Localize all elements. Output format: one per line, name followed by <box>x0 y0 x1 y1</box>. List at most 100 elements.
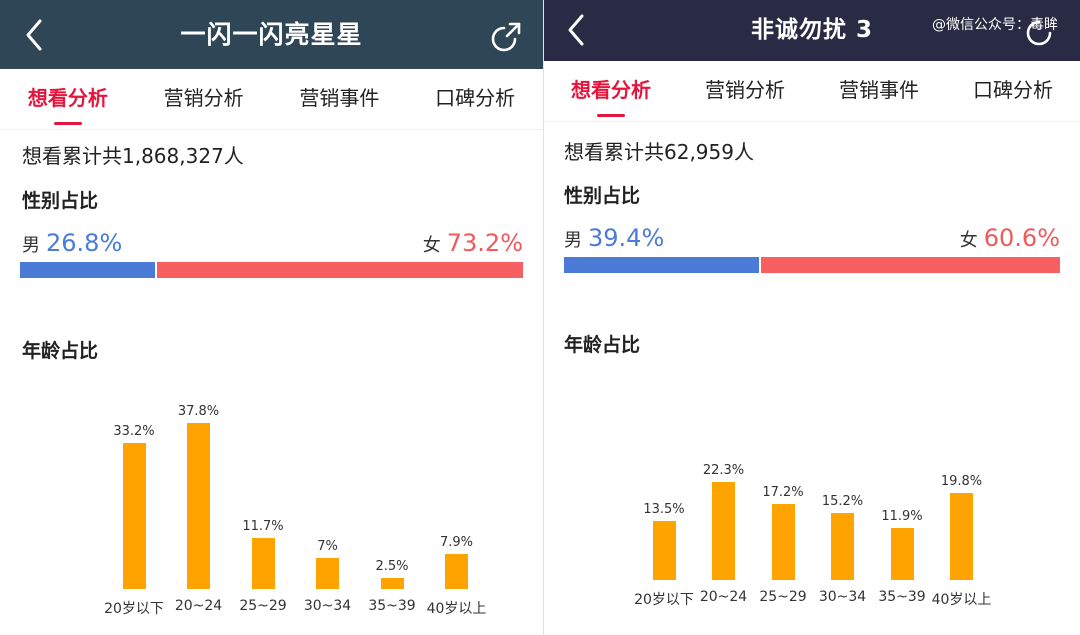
tab-label: 想看分析 <box>571 78 651 102</box>
age-category-label: 35~39 <box>368 598 416 614</box>
age-category-label: 40岁以上 <box>931 592 992 608</box>
age-category-label: 20岁以下 <box>104 601 164 617</box>
tab-bar: 想看分析 营销分析 营销事件 口碑分析 <box>0 69 543 130</box>
age-bar <box>316 558 339 589</box>
tab-marketing-events[interactable]: 营销事件 <box>272 69 408 127</box>
header: 一闪一闪亮星星 <box>0 0 543 69</box>
header: 非诚勿扰 3 @微信公众号：毒眸 <box>544 0 1080 61</box>
tab-indicator <box>597 114 625 117</box>
female-bar-segment <box>157 262 523 278</box>
total-suffix: 人 <box>733 140 754 164</box>
age-category-label: 20~24 <box>174 598 223 614</box>
tab-label: 口碑分析 <box>435 86 516 110</box>
right-panel: 非诚勿扰 3 @微信公众号：毒眸 想看分析 营销分析 营销事件 口碑分析 想看累… <box>544 0 1080 635</box>
tab-bar: 想看分析 营销分析 营销事件 口碑分析 <box>544 61 1080 122</box>
age-bar-value: 33.2% <box>113 423 155 439</box>
tab-want-analysis[interactable]: 想看分析 <box>0 69 136 127</box>
female-percent: 60.6% <box>983 224 1060 252</box>
female-stat: 女 60.6% <box>960 224 1060 252</box>
age-bar <box>251 537 275 589</box>
total-want-count: 想看累计共1,868,327人 <box>22 140 244 169</box>
share-icon[interactable] <box>1026 14 1058 46</box>
age-bar-value: 13.5% <box>643 501 685 517</box>
age-section-title: 年龄占比 <box>564 334 641 356</box>
total-suffix: 人 <box>223 144 244 168</box>
age-bar <box>122 442 146 589</box>
female-bar-segment <box>761 257 1060 273</box>
age-bar-value: 7.9% <box>439 535 474 551</box>
gender-ratio-bar <box>20 262 523 278</box>
age-category-label: 25~29 <box>239 598 287 614</box>
male-stat: 男 26.8% <box>22 229 122 257</box>
tab-marketing-analysis[interactable]: 营销分析 <box>678 61 812 119</box>
chevron-left-icon[interactable] <box>562 12 592 48</box>
male-label: 男 <box>22 235 40 256</box>
age-bar-value: 11.9% <box>881 508 923 524</box>
male-stat: 男 39.4% <box>564 224 664 252</box>
gender-ratio-bar <box>564 257 1060 273</box>
female-label: 女 <box>422 235 441 256</box>
total-want-count: 想看累计共62,959人 <box>564 136 754 165</box>
female-label: 女 <box>959 230 978 251</box>
male-percent: 39.4% <box>588 224 665 252</box>
tab-label: 营销分析 <box>163 86 244 110</box>
bar-gap <box>759 257 761 273</box>
total-prefix: 想看累计共 <box>22 144 122 168</box>
total-number: 62,959 <box>664 140 734 164</box>
male-bar-segment <box>564 257 759 273</box>
age-section-title: 年龄占比 <box>22 340 99 362</box>
share-icon[interactable] <box>491 20 523 52</box>
age-bar <box>712 481 735 580</box>
age-bar-value: 17.2% <box>762 485 804 501</box>
age-bar <box>831 513 854 580</box>
total-number: 1,868,327 <box>122 144 224 168</box>
page-title: 非诚勿扰 3 <box>750 17 873 43</box>
gender-section-title: 性别占比 <box>564 185 641 207</box>
bar-gap <box>155 262 157 278</box>
total-prefix: 想看累计共 <box>564 140 664 164</box>
male-label: 男 <box>564 230 582 251</box>
age-bar <box>445 554 468 589</box>
age-category-label: 30~34 <box>303 598 352 614</box>
age-bar-value: 22.3% <box>702 462 745 478</box>
age-bar <box>771 504 795 580</box>
age-bar-value: 7% <box>317 539 338 555</box>
tab-want-analysis[interactable]: 想看分析 <box>544 61 678 119</box>
age-bar <box>187 422 210 589</box>
age-bar-value: 37.8% <box>177 403 220 419</box>
age-bar <box>652 520 676 580</box>
male-percent: 26.8% <box>46 229 123 257</box>
female-percent: 73.2% <box>446 229 523 257</box>
age-bar <box>950 492 973 580</box>
tab-label: 营销事件 <box>839 78 919 102</box>
left-panel: 一闪一闪亮星星 想看分析 营销分析 营销事件 口碑分析 想看累计共1,868,3… <box>0 0 543 617</box>
age-bar <box>380 578 404 589</box>
tab-label: 营销事件 <box>299 86 380 110</box>
tab-word-of-mouth[interactable]: 口碑分析 <box>407 69 543 127</box>
female-stat: 女 73.2% <box>423 229 523 257</box>
age-bar-value: 11.7% <box>242 518 284 534</box>
tab-marketing-events[interactable]: 营销事件 <box>812 61 946 119</box>
age-bar-value: 2.5% <box>375 559 409 574</box>
tab-word-of-mouth[interactable]: 口碑分析 <box>946 61 1080 119</box>
age-bar-value: 19.8% <box>940 473 983 489</box>
tab-label: 想看分析 <box>27 86 108 110</box>
age-category-label: 35~39 <box>878 589 926 605</box>
tab-label: 口碑分析 <box>973 78 1053 102</box>
gender-section-title: 性别占比 <box>22 190 99 212</box>
age-bar-value: 15.2% <box>821 494 864 510</box>
age-category-label: 30~34 <box>818 589 867 605</box>
male-bar-segment <box>20 262 155 278</box>
tab-label: 营销分析 <box>705 78 785 102</box>
panel-divider <box>543 0 544 635</box>
tab-indicator <box>53 122 82 125</box>
page-title: 一闪一闪亮星星 <box>180 20 363 49</box>
age-category-label: 20岁以下 <box>634 592 694 608</box>
tab-marketing-analysis[interactable]: 营销分析 <box>136 69 272 127</box>
age-category-label: 40岁以上 <box>426 601 487 617</box>
age-bar <box>890 527 914 580</box>
watermark: @微信公众号：毒眸 <box>932 17 1058 33</box>
chevron-left-icon[interactable] <box>20 17 50 53</box>
age-category-label: 20~24 <box>699 589 748 605</box>
age-category-label: 25~29 <box>759 589 807 605</box>
